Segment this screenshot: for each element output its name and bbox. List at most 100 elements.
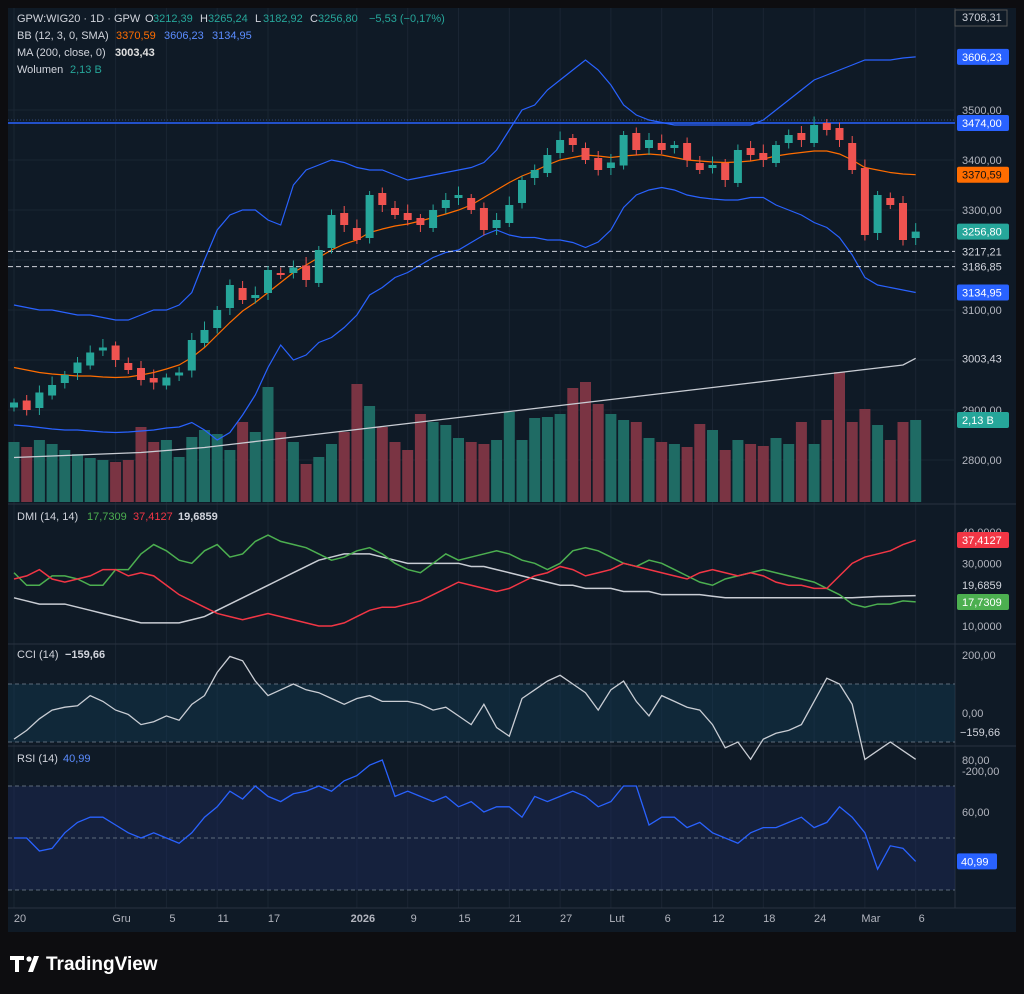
rsi-tick-label: 80,00 xyxy=(962,755,990,767)
candle-body xyxy=(213,310,222,328)
volume-bar xyxy=(402,450,414,502)
candle-body xyxy=(289,267,298,273)
dmi-tick-label: 10,0000 xyxy=(962,621,1002,633)
candle-body xyxy=(352,228,361,240)
x-axis-label: 5 xyxy=(169,913,175,925)
volume-bar xyxy=(376,427,388,502)
volume-bar xyxy=(834,372,845,502)
legend-ohlc-key: O xyxy=(145,13,154,25)
price-label-box xyxy=(957,166,1009,183)
legend-ohlc-value: 3256,80 xyxy=(318,13,358,25)
candle-body xyxy=(137,368,145,380)
volume-bar xyxy=(795,422,807,502)
chart-canvas[interactable]: 3500,003400,003300,003200,003100,003000,… xyxy=(0,0,1024,940)
candle-body xyxy=(619,135,628,166)
candle-body xyxy=(479,208,488,230)
volume-bar xyxy=(427,422,439,502)
volume-bar xyxy=(580,382,591,502)
candle-body xyxy=(441,200,450,208)
candle-body xyxy=(225,285,234,308)
volume-bar xyxy=(110,462,122,502)
candle-body xyxy=(10,402,18,408)
legend-ohlc-value: 3265,24 xyxy=(208,13,248,25)
volume-bar xyxy=(364,406,376,502)
volume-bar xyxy=(503,412,515,502)
candle-body xyxy=(810,125,819,143)
x-axis-label: Gru xyxy=(112,913,130,925)
candle-body xyxy=(73,362,82,373)
candle-body xyxy=(518,180,526,203)
candle-body xyxy=(35,392,44,408)
volume-bar xyxy=(326,444,337,502)
price-label: 2,13 B xyxy=(962,415,994,427)
tradingview-logo-icon xyxy=(10,956,39,972)
volume-bar xyxy=(46,444,58,502)
candle-body xyxy=(327,215,336,248)
volume-bar xyxy=(757,446,769,502)
legend-ohlc-value: 3212,39 xyxy=(153,13,193,25)
x-axis-label: 9 xyxy=(411,913,417,925)
cci-value: −159,66 xyxy=(65,649,105,661)
candle-body xyxy=(568,138,577,145)
candle-body xyxy=(683,143,692,160)
candle-body xyxy=(759,153,768,160)
volume-bar xyxy=(491,440,503,502)
candle-body xyxy=(822,123,831,130)
legend-ma-value: 3003,43 xyxy=(115,47,155,59)
candle-body xyxy=(429,210,438,228)
candle-body xyxy=(835,128,844,140)
volume-bar xyxy=(440,425,452,502)
volume-bar xyxy=(656,442,668,502)
x-axis-label: Mar xyxy=(861,913,880,925)
candle-body xyxy=(48,385,57,396)
candle-body xyxy=(797,133,806,140)
volume-bar xyxy=(313,457,325,502)
candle-body xyxy=(276,273,285,275)
volume-bar xyxy=(732,440,744,502)
x-axis-label: 18 xyxy=(763,913,775,925)
volume-bar xyxy=(745,444,757,502)
volume-bar xyxy=(148,442,160,502)
candle-body xyxy=(340,213,349,225)
candle-body xyxy=(200,330,209,343)
legend-vol-value: 2,13 B xyxy=(70,64,102,76)
legend-ohlc-key: H xyxy=(200,13,208,25)
volume-bar xyxy=(707,430,718,502)
volume-bar xyxy=(21,447,33,502)
volume-bar xyxy=(351,384,363,502)
price-label-box xyxy=(957,115,1009,131)
price-label-box xyxy=(957,412,1009,428)
candle-body xyxy=(175,372,184,376)
volume-bar xyxy=(821,420,833,502)
tradingview-logo[interactable]: TradingView xyxy=(0,940,180,989)
rsi-value-label: 40,99 xyxy=(961,856,989,868)
candle-body xyxy=(645,140,653,148)
volume-bar xyxy=(186,437,198,502)
legend-ma-label: MA (200, close, 0) xyxy=(17,47,106,59)
volume-bar xyxy=(643,438,655,502)
candle-body xyxy=(873,195,882,233)
dmi-minus-line xyxy=(13,539,916,627)
candle-body xyxy=(238,288,247,300)
candle-body xyxy=(860,168,869,235)
volume-bar xyxy=(668,444,680,502)
rsi-value: 40,99 xyxy=(63,753,91,765)
x-axis-label: 17 xyxy=(268,913,280,925)
x-axis-label: 15 xyxy=(458,913,470,925)
rsi-line xyxy=(14,759,917,871)
volume-bar xyxy=(465,442,477,502)
candle-body xyxy=(505,205,514,223)
candle-body xyxy=(670,145,679,148)
candle-body xyxy=(454,195,463,198)
candle-body xyxy=(530,170,539,178)
price-tick-label: 3100,00 xyxy=(962,305,1002,317)
volume-bar xyxy=(554,414,566,502)
price-top-box xyxy=(954,9,1008,27)
candle-body xyxy=(264,270,272,293)
price-label-box xyxy=(957,258,1009,275)
volume-bar xyxy=(694,424,706,502)
bb-upper-line xyxy=(13,56,916,321)
volume-bar xyxy=(211,434,223,502)
ma200-line xyxy=(13,357,917,459)
